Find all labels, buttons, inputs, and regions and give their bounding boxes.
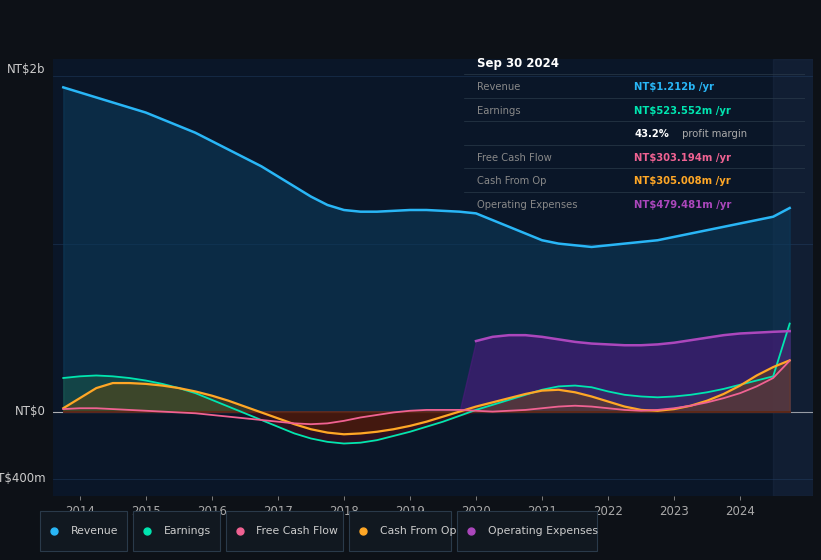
Text: Free Cash Flow: Free Cash Flow: [478, 153, 553, 163]
Text: Sep 30 2024: Sep 30 2024: [478, 57, 559, 70]
Text: -NT$400m: -NT$400m: [0, 472, 46, 486]
FancyBboxPatch shape: [40, 511, 127, 550]
FancyBboxPatch shape: [349, 511, 452, 550]
FancyBboxPatch shape: [133, 511, 220, 550]
Bar: [773, 59, 813, 496]
Text: NT$523.552m /yr: NT$523.552m /yr: [635, 106, 731, 115]
Text: NT$305.008m /yr: NT$305.008m /yr: [635, 176, 731, 186]
Text: Operating Expenses: Operating Expenses: [488, 526, 598, 535]
Text: Earnings: Earnings: [163, 526, 211, 535]
Text: Cash From Op: Cash From Op: [478, 176, 547, 186]
Text: Cash From Op: Cash From Op: [379, 526, 456, 535]
Text: Operating Expenses: Operating Expenses: [478, 200, 578, 210]
Text: Revenue: Revenue: [71, 526, 118, 535]
Text: Free Cash Flow: Free Cash Flow: [256, 526, 338, 535]
Text: Earnings: Earnings: [478, 106, 521, 115]
Text: NT$0: NT$0: [15, 405, 46, 418]
FancyBboxPatch shape: [227, 511, 343, 550]
Text: NT$1.212b /yr: NT$1.212b /yr: [635, 82, 714, 92]
Text: NT$479.481m /yr: NT$479.481m /yr: [635, 200, 732, 210]
FancyBboxPatch shape: [457, 511, 597, 550]
Text: 43.2%: 43.2%: [635, 129, 669, 139]
Text: profit margin: profit margin: [678, 129, 746, 139]
Text: NT$303.194m /yr: NT$303.194m /yr: [635, 153, 732, 163]
Text: Revenue: Revenue: [478, 82, 521, 92]
Text: NT$2b: NT$2b: [7, 63, 46, 76]
